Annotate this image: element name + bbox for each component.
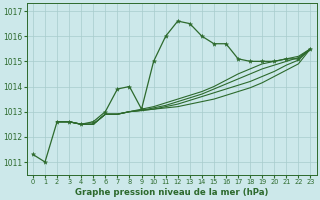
X-axis label: Graphe pression niveau de la mer (hPa): Graphe pression niveau de la mer (hPa) — [75, 188, 268, 197]
